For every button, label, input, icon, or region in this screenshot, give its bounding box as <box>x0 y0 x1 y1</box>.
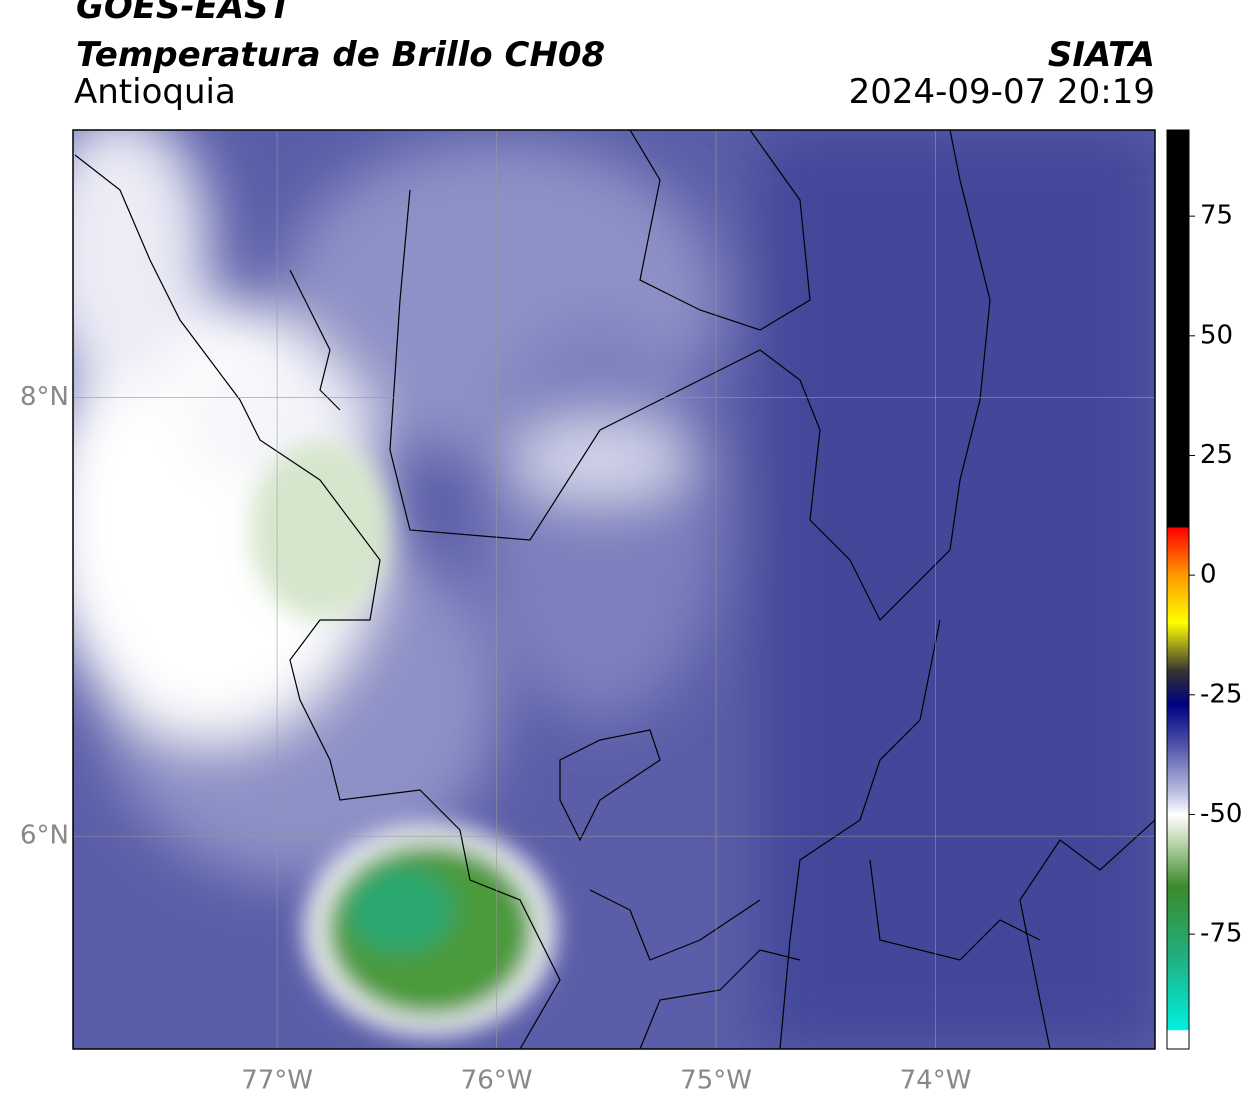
colorbar-tick-label: 25 <box>1200 440 1233 470</box>
colorbar-tick-label: 50 <box>1200 320 1233 350</box>
y-tick-label: 6°N <box>20 821 69 851</box>
region: Antioquia <box>74 72 236 112</box>
y-tick-label: 8°N <box>20 382 69 412</box>
x-tick-label: 75°W <box>680 1066 752 1096</box>
x-tick-label: 77°W <box>241 1066 313 1096</box>
x-tick-label: 74°W <box>900 1066 972 1096</box>
title: GOES-EAST <box>76 0 295 27</box>
colorbar-tick-label: 0 <box>1200 560 1217 590</box>
map-frame <box>72 129 1156 1050</box>
colorbar-tick-label: -50 <box>1200 799 1242 829</box>
colorbar-tick-label: -25 <box>1200 679 1242 709</box>
source: SIATA <box>1048 35 1155 75</box>
colorbar-tick-label: 75 <box>1200 201 1233 231</box>
grid <box>73 130 1155 1049</box>
subtitle: Temperatura de Brillo CH08 <box>76 35 605 75</box>
colorbar <box>1166 129 1190 1050</box>
colorbar-tick-label: -75 <box>1200 919 1242 949</box>
satellite-image <box>73 130 1155 1049</box>
x-tick-label: 76°W <box>461 1066 533 1096</box>
datetime: 2024-09-07 20:19 <box>849 72 1155 112</box>
